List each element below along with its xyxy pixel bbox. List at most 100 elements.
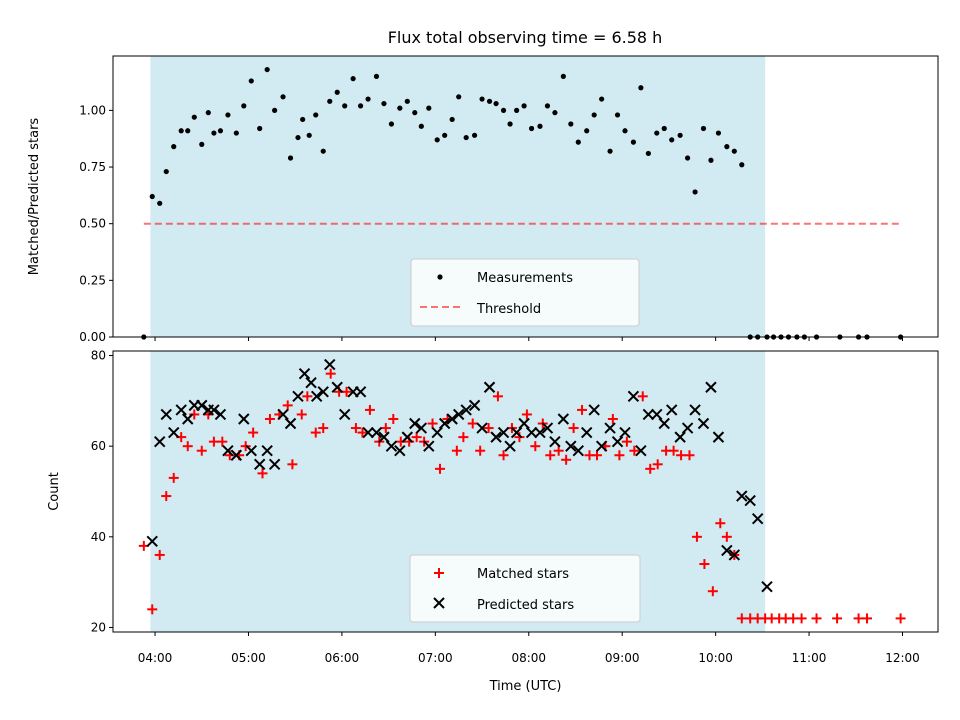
measurement-point xyxy=(622,128,628,134)
predicted-star-point xyxy=(460,404,472,416)
matched-star-point xyxy=(302,391,313,402)
matched-star-point xyxy=(707,586,718,597)
matched-star-point xyxy=(796,613,807,624)
predicted-star-point xyxy=(681,422,694,434)
predicted-star-point xyxy=(268,458,281,471)
top-panel: 0.00 0.25 0.50 0.75 1.00 Matched/Predicted s… xyxy=(27,55,939,344)
predicted-star-point xyxy=(595,440,608,452)
bottom-panel: 20 40 60 80 04:00 05:00 06:00 07:00 08:00 09:00 1… xyxy=(47,349,939,694)
measurement-point xyxy=(233,130,239,136)
predicted-star-point xyxy=(208,404,220,416)
matched-star-point xyxy=(614,450,625,461)
matched-star-point xyxy=(264,413,275,424)
measurement-point xyxy=(591,112,597,118)
x-tick-label: 09:00 xyxy=(605,651,640,665)
x-tick-label: 05:00 xyxy=(231,651,266,665)
x-tick-label: 11:00 xyxy=(792,651,827,665)
matched-star-point xyxy=(629,445,640,456)
measurement-point xyxy=(211,130,217,136)
predicted-star-point xyxy=(175,404,187,416)
x-tick-label: 08:00 xyxy=(511,651,546,665)
matched-star-point xyxy=(350,423,361,434)
measurement-point xyxy=(607,148,613,154)
predicted-star-point xyxy=(635,445,647,457)
measurement-point xyxy=(342,103,348,109)
measurement-point xyxy=(434,137,440,143)
matched-star-point xyxy=(498,450,509,461)
predicted-star-point xyxy=(182,413,194,425)
measurement-point xyxy=(715,130,722,136)
measurement-point xyxy=(479,96,485,102)
predicted-star-point xyxy=(324,358,336,371)
measurement-point xyxy=(373,73,380,79)
bottom-legend: Matched stars Predicted stars xyxy=(409,554,641,623)
measurement-point xyxy=(334,89,340,95)
matched-star-point xyxy=(411,432,422,443)
measurement-point xyxy=(614,112,621,118)
predicted-star-point xyxy=(438,417,451,430)
x-axis-label: Time (UTC) xyxy=(489,679,562,694)
measurement-point xyxy=(225,112,231,118)
predicted-star-point xyxy=(245,445,257,457)
measurement-point xyxy=(163,168,169,175)
matched-star-point xyxy=(161,491,172,502)
predicted-star-point xyxy=(305,377,317,389)
measurement-point xyxy=(217,128,224,134)
predicted-star-point xyxy=(168,426,180,439)
predicted-star-point xyxy=(658,417,670,430)
predicted-star-point xyxy=(483,381,496,393)
matched-star-point xyxy=(861,613,872,624)
matched-star-point xyxy=(483,423,494,434)
measurement-point xyxy=(692,189,698,195)
x-tick-label: 07:00 xyxy=(418,651,453,665)
measurement-point xyxy=(280,94,286,100)
legend-measurements-marker xyxy=(437,274,443,280)
bottom-y-tick-label: 20 xyxy=(91,620,106,634)
matched-star-point xyxy=(380,423,391,434)
measurement-point xyxy=(287,155,294,161)
matched-star-point xyxy=(545,450,556,461)
predicted-star-point xyxy=(331,381,343,393)
matched-star-point xyxy=(736,613,747,624)
measurement-point xyxy=(739,162,745,168)
predicted-star-point xyxy=(541,422,554,434)
predicted-star-point xyxy=(611,435,624,448)
legend-matched-marker xyxy=(434,568,444,578)
measurement-point xyxy=(264,66,270,73)
predicted-star-point xyxy=(354,386,367,398)
measurement-point xyxy=(272,107,278,113)
top-y-axis-label: Matched/Predicted stars xyxy=(27,118,42,276)
measurement-point xyxy=(486,98,493,104)
matched-star-point xyxy=(637,391,648,402)
predicted-star-point xyxy=(222,445,234,457)
measurement-point xyxy=(560,73,566,79)
measurement-point xyxy=(514,107,520,113)
legend-predicted-label: Predicted stars xyxy=(477,598,574,613)
matched-star-point xyxy=(458,432,469,443)
predicted-star-point xyxy=(378,431,390,443)
top-legend-box xyxy=(410,258,640,327)
x-tick-label: 10:00 xyxy=(698,651,733,665)
measurement-point xyxy=(365,96,371,102)
matched-star-point xyxy=(287,459,298,470)
predicted-star-point xyxy=(525,426,538,439)
predicted-star-point xyxy=(705,381,717,393)
predicted-star-point xyxy=(604,422,616,434)
measurement-point xyxy=(630,139,637,145)
top-y-tick-label: 0.75 xyxy=(79,160,106,174)
x-tick-label: 12:00 xyxy=(885,651,920,665)
x-tick-label: 06:00 xyxy=(325,651,360,665)
predicted-star-point xyxy=(490,431,502,443)
predicted-star-point xyxy=(557,413,570,425)
predicted-star-point xyxy=(298,367,311,380)
matched-star-point xyxy=(357,427,368,438)
measurement-point xyxy=(418,123,424,129)
predicted-star-point xyxy=(736,490,748,502)
matched-star-point xyxy=(514,432,525,443)
measurement-point xyxy=(500,107,507,113)
measurement-point xyxy=(568,121,574,127)
top-y-tick-label: 0.00 xyxy=(79,330,106,344)
measurement-point xyxy=(700,125,707,132)
matched-star-point xyxy=(240,441,251,452)
measurement-point xyxy=(471,132,478,138)
